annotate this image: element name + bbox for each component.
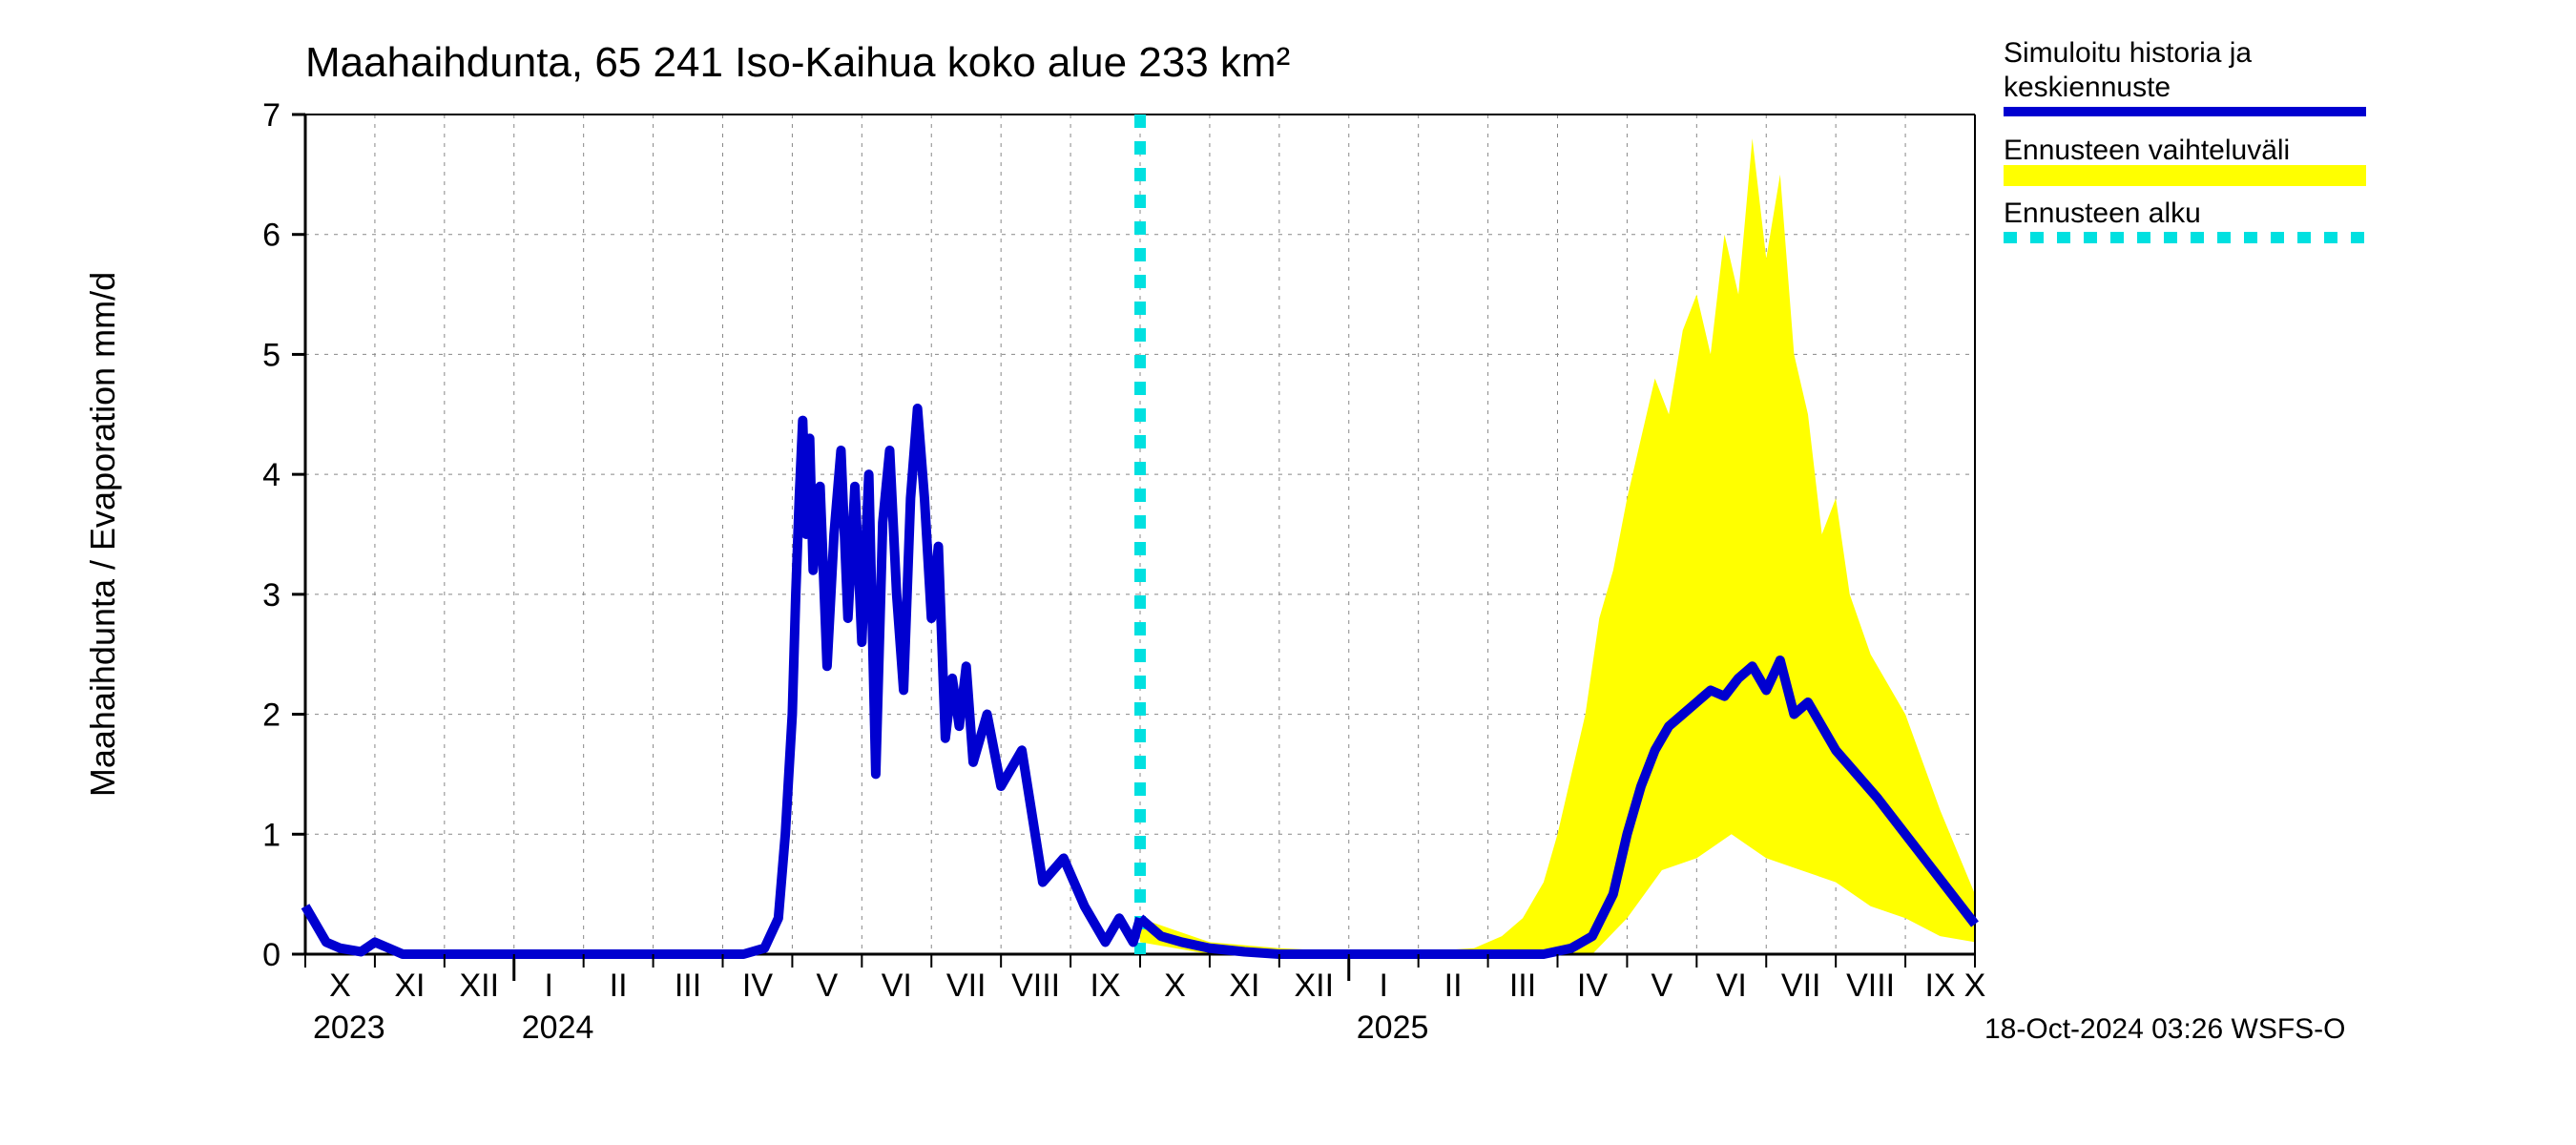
x-month-label: IX bbox=[1090, 968, 1120, 1004]
legend-swatch-block bbox=[2004, 165, 2366, 186]
x-month-label: VII bbox=[1781, 968, 1821, 1004]
x-month-label: VIII bbox=[1011, 968, 1060, 1004]
x-month-label: X bbox=[329, 968, 351, 1004]
x-year-label: 2025 bbox=[1357, 1010, 1429, 1046]
x-month-label: III bbox=[675, 968, 701, 1004]
x-month-label: XII bbox=[460, 968, 500, 1004]
x-month-label: III bbox=[1509, 968, 1536, 1004]
x-month-label: VIII bbox=[1846, 968, 1895, 1004]
x-month-label: I bbox=[1379, 968, 1387, 1004]
x-month-label: IV bbox=[742, 968, 773, 1004]
y-tick-label: 5 bbox=[262, 337, 280, 373]
y-tick-label: 3 bbox=[262, 577, 280, 614]
x-month-label: X bbox=[1964, 968, 1986, 1004]
x-month-label: XI bbox=[1229, 968, 1259, 1004]
x-month-label: XI bbox=[394, 968, 425, 1004]
x-month-label: VI bbox=[882, 968, 912, 1004]
chart-footer: 18-Oct-2024 03:26 WSFS-O bbox=[1984, 1013, 2346, 1045]
y-axis-label: Maahaihdunta / Evaporation mm/d bbox=[83, 272, 122, 797]
x-month-label: VII bbox=[946, 968, 987, 1004]
x-month-label: IV bbox=[1577, 968, 1608, 1004]
x-month-label: I bbox=[544, 968, 552, 1004]
x-month-label: VI bbox=[1716, 968, 1747, 1004]
x-year-label: 2024 bbox=[522, 1010, 594, 1046]
legend-label: Simuloitu historia ja bbox=[2004, 37, 2252, 69]
x-month-label: V bbox=[817, 968, 839, 1004]
y-tick-label: 6 bbox=[262, 218, 280, 254]
x-month-label: V bbox=[1652, 968, 1673, 1004]
x-month-label: XII bbox=[1295, 968, 1335, 1004]
legend-label: Ennusteen alku bbox=[2004, 198, 2201, 229]
legend-label: keskiennuste bbox=[2004, 72, 2171, 103]
x-month-label: II bbox=[610, 968, 628, 1004]
y-tick-label: 7 bbox=[262, 97, 280, 134]
chart-title: Maahaihdunta, 65 241 Iso-Kaihua koko alu… bbox=[305, 39, 1290, 86]
x-month-label: IX bbox=[1924, 968, 1955, 1004]
chart-svg: 01234567XXIXIIIIIIIIIVVVIVIIVIIIIXXXIXII… bbox=[0, 0, 2576, 1145]
legend-label: Ennusteen vaihteluväli bbox=[2004, 135, 2290, 166]
y-tick-label: 4 bbox=[262, 457, 280, 493]
x-month-label: X bbox=[1164, 968, 1186, 1004]
chart-container: 01234567XXIXIIIIIIIIIVVVIVIIVIIIIXXXIXII… bbox=[0, 0, 2576, 1145]
y-tick-label: 1 bbox=[262, 817, 280, 853]
x-year-label: 2023 bbox=[313, 1010, 385, 1046]
y-tick-label: 2 bbox=[262, 697, 280, 734]
y-tick-label: 0 bbox=[262, 937, 280, 973]
x-month-label: II bbox=[1444, 968, 1463, 1004]
